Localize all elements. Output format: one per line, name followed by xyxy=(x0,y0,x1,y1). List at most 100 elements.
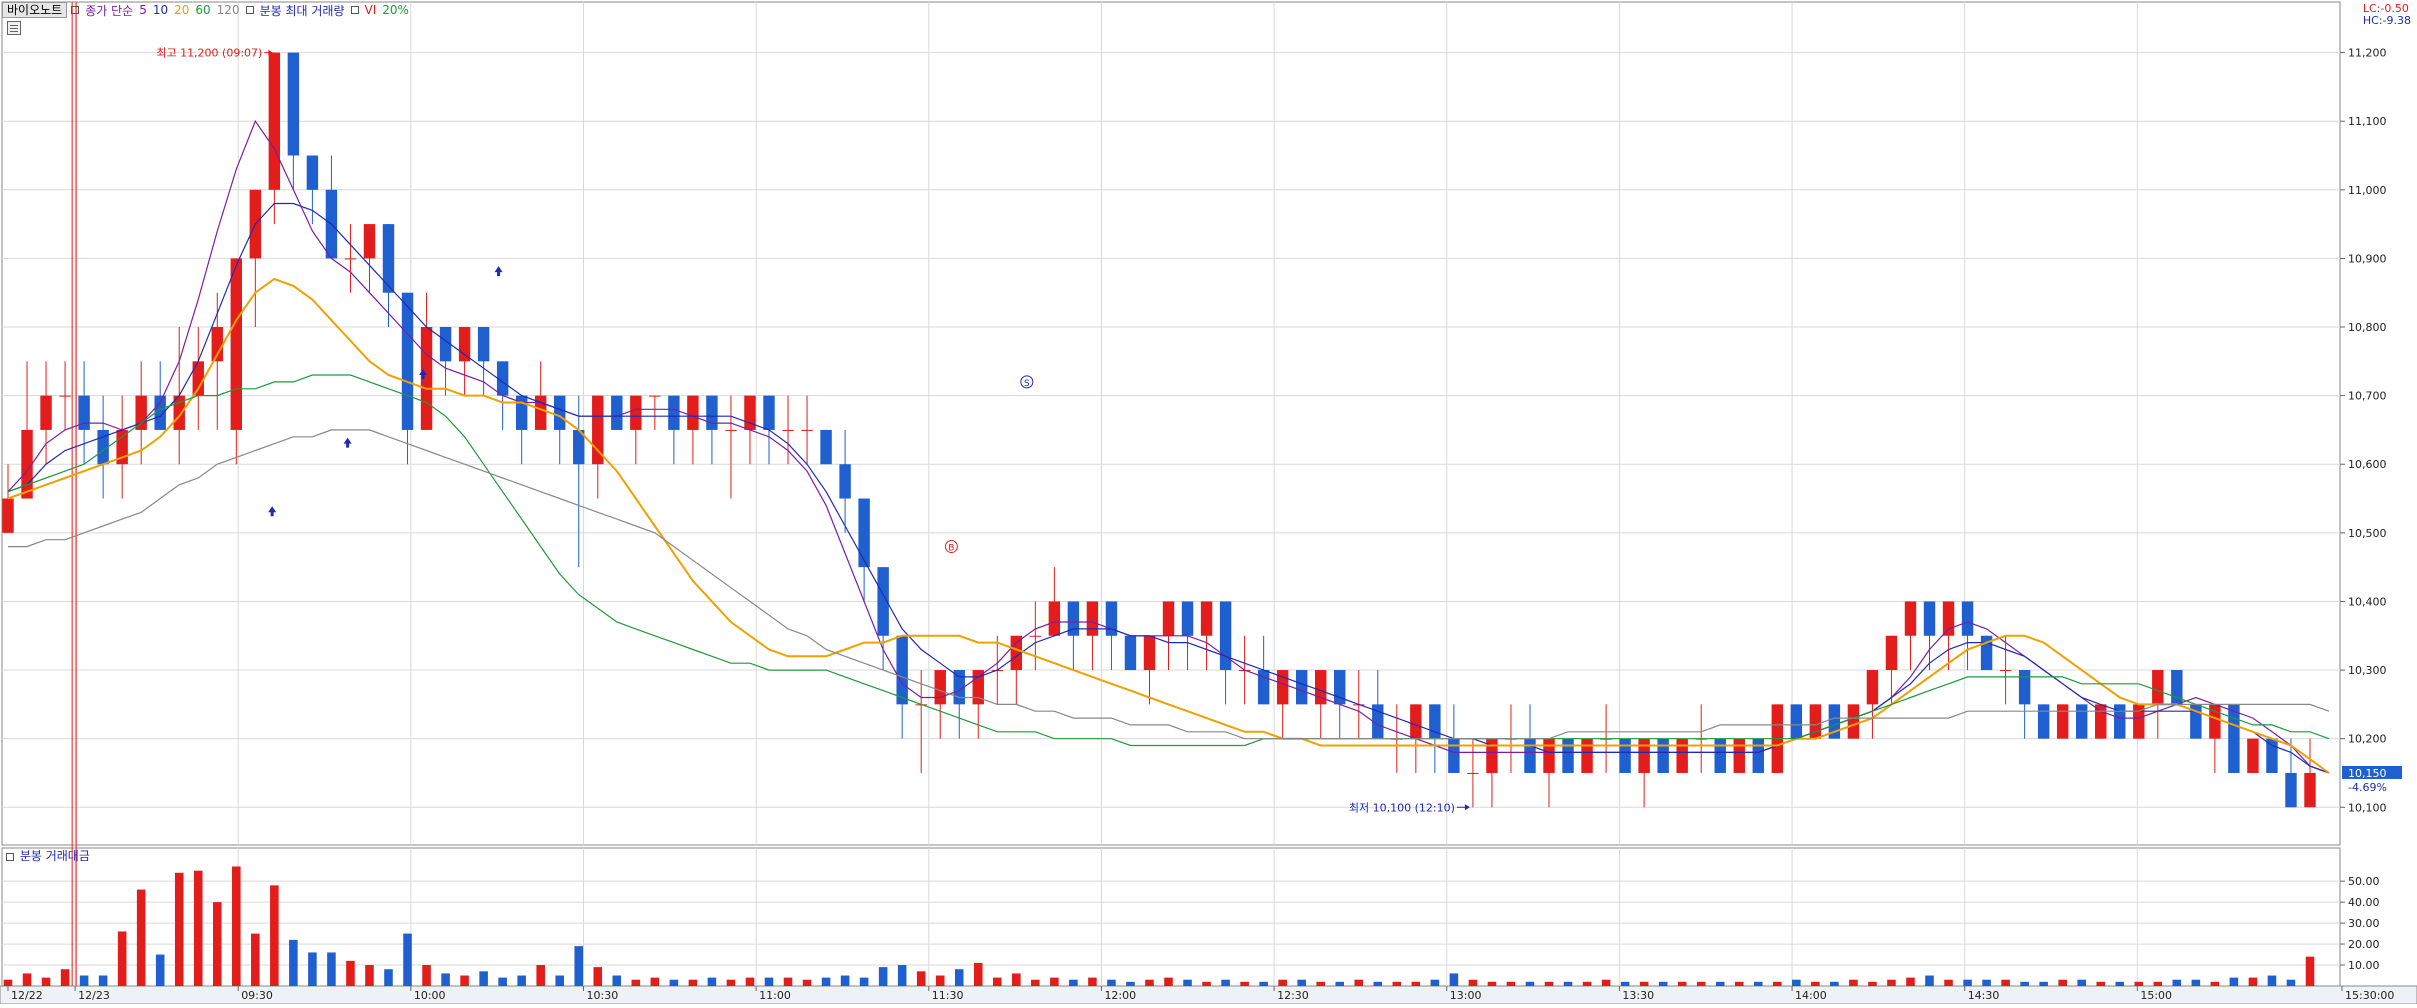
candle-body xyxy=(801,429,813,431)
time-tick-label: 14:30 xyxy=(1968,989,2000,1002)
volume-bar xyxy=(1107,979,1116,986)
volume-panel-title: 분봉 거래대금 xyxy=(19,849,90,863)
time-axis-bar xyxy=(0,985,2417,1005)
ma-120-label: 120 xyxy=(216,3,240,17)
volume-bar xyxy=(479,971,488,986)
candle-body xyxy=(1676,738,1688,773)
candle-body xyxy=(1410,704,1422,739)
volume-bar xyxy=(441,973,450,986)
volume-bar xyxy=(1963,979,1972,986)
volume-bar xyxy=(973,962,983,986)
volume-bar xyxy=(612,975,622,986)
volume-bar xyxy=(1373,981,1383,986)
volume-bar xyxy=(1868,981,1877,986)
volume-bar xyxy=(1677,981,1687,986)
volume-bar xyxy=(631,979,641,986)
volume-bar xyxy=(1354,979,1364,986)
hc-value: HC:-9.38 xyxy=(2362,14,2411,27)
volume-bar xyxy=(1259,981,1268,986)
volume-bar xyxy=(1031,979,1040,986)
candle-body xyxy=(230,258,243,430)
candle-body xyxy=(211,327,223,362)
volume-bar xyxy=(1734,981,1744,986)
candle-body xyxy=(2304,772,2316,808)
buy-signal-arrow xyxy=(419,369,428,380)
volume-bar xyxy=(1221,979,1230,986)
candle-body xyxy=(2266,738,2278,773)
volume-bar xyxy=(1696,981,1706,986)
volume-panel-settings-icon[interactable] xyxy=(6,852,14,861)
volume-bar xyxy=(1811,981,1820,986)
candle-body xyxy=(1200,601,1213,636)
candle-body xyxy=(458,327,471,362)
volume-bar xyxy=(1126,981,1135,986)
candle-body xyxy=(877,567,889,636)
candle-body xyxy=(1619,738,1631,773)
volume-bar xyxy=(79,975,89,986)
volume-bar xyxy=(1145,979,1154,986)
candle-body xyxy=(1543,738,1555,773)
candle-body xyxy=(1980,635,1993,671)
volume-bar xyxy=(98,975,108,986)
volume-bar xyxy=(954,969,964,986)
volume-bar xyxy=(1164,977,1173,986)
volume-bar xyxy=(593,967,603,986)
grid-settings-icon[interactable] xyxy=(7,21,21,35)
volume-bar xyxy=(2134,981,2144,986)
time-tick-label: 11:30 xyxy=(932,989,964,1002)
candle-body xyxy=(934,670,946,705)
buy-marker-circle xyxy=(944,540,958,554)
candle-body xyxy=(2133,704,2145,739)
candle-body xyxy=(268,52,281,190)
volume-bar xyxy=(2058,979,2067,986)
ma-line-10 xyxy=(7,202,2330,774)
price-tick-label: 10,400 xyxy=(2348,595,2387,608)
volume-bar xyxy=(1069,979,1078,986)
stock-name-button[interactable]: 바이오노트 xyxy=(2,2,68,18)
volume-bar xyxy=(2305,956,2315,986)
candle-body xyxy=(2171,670,2183,705)
volume-settings-icon[interactable] xyxy=(245,6,254,14)
time-tick-label: 10:30 xyxy=(587,989,619,1002)
volume-bar xyxy=(1754,981,1763,986)
volume-bar xyxy=(1411,981,1421,986)
ma-line-60 xyxy=(7,374,2330,747)
volume-bar xyxy=(2172,979,2182,986)
volume-bar xyxy=(1582,981,1592,986)
candle-body xyxy=(782,429,794,431)
volume-bar xyxy=(688,979,698,986)
candle-body xyxy=(820,429,832,465)
candle-body xyxy=(630,395,642,430)
candle-body xyxy=(1999,670,2012,672)
volume-bar xyxy=(1639,981,1649,986)
candle-body xyxy=(725,429,737,431)
price-tick-label: 10,100 xyxy=(2348,801,2387,814)
candle-body xyxy=(2,498,14,533)
vi-settings-icon[interactable] xyxy=(350,6,359,14)
candle-body xyxy=(1524,738,1536,773)
ma-type-label: 종가 단순 xyxy=(85,3,134,18)
volume-bar xyxy=(308,952,317,986)
candle-body xyxy=(1315,670,1327,705)
candle-body xyxy=(1847,704,1860,739)
volume-bar xyxy=(2039,981,2048,986)
sell-marker-label: S xyxy=(1024,379,1030,389)
ma-10-label: 10 xyxy=(152,3,169,17)
candle-body xyxy=(515,395,528,430)
volume-bar xyxy=(1887,979,1896,986)
volume-bar xyxy=(1012,973,1021,986)
candle-body xyxy=(21,429,33,499)
current-price-box xyxy=(2342,765,2402,779)
ma-settings-icon[interactable] xyxy=(71,6,80,14)
volume-bar xyxy=(1620,981,1630,986)
volume-bar xyxy=(2267,975,2277,986)
candle-body xyxy=(344,258,357,260)
candle-body xyxy=(1638,738,1650,773)
volume-bar xyxy=(1183,979,1192,986)
lc-hc-indicator: LC:-0.50 HC:-9.38 xyxy=(2363,3,2411,27)
time-tick-label: 12/23 xyxy=(78,989,110,1002)
candle-body xyxy=(1581,738,1593,773)
price-tick-label: 10,900 xyxy=(2348,252,2387,265)
vi-value: 20% xyxy=(382,3,409,17)
candle-body xyxy=(40,395,52,430)
